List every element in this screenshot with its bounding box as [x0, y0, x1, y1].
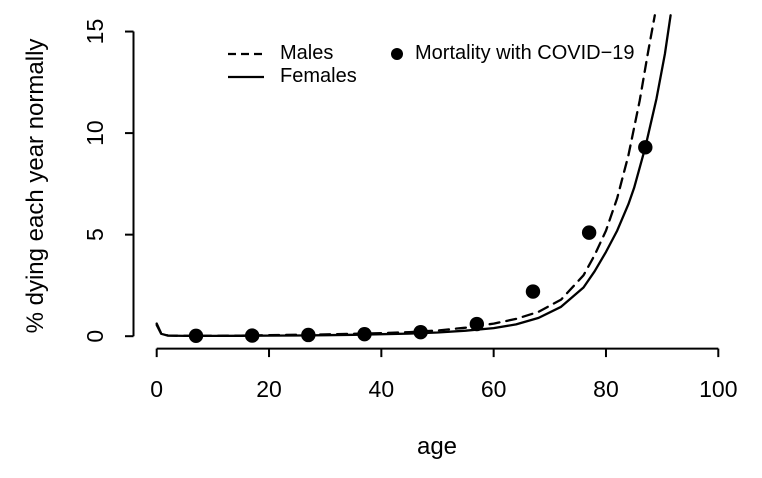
females-solid-line-sample — [228, 75, 264, 78]
males-dashed-line-sample — [228, 52, 264, 55]
covid-mortality-point — [581, 225, 597, 240]
covid-mortality-point — [638, 140, 653, 155]
legend-label-covid: Mortality with COVID−19 — [415, 42, 635, 64]
x-tick-label: 40 — [369, 376, 395, 402]
y-tick-label: 5 — [82, 228, 108, 241]
x-tick-label: 20 — [256, 376, 282, 402]
x-tick-label: 80 — [593, 376, 619, 402]
covid-mortality-point — [525, 284, 541, 299]
x-tick-label: 100 — [699, 376, 737, 402]
covid-mortality-point — [469, 316, 485, 332]
covid-mortality-point — [357, 326, 372, 342]
covid-mortality-point — [301, 327, 316, 343]
y-tick-label: 0 — [82, 330, 108, 343]
legend-entry-males: Males — [228, 42, 357, 65]
males-curve — [155, 14, 656, 337]
x-axis-title: age — [416, 433, 458, 460]
legend-point-series: Mortality with COVID−19 — [391, 42, 635, 65]
legend-entry-females: Females — [228, 65, 357, 88]
legend-label-females: Females — [280, 65, 357, 87]
legend-label-males: Males — [280, 42, 334, 64]
legend-line-series: Males Females — [228, 42, 357, 88]
covid-mortality-point — [244, 328, 260, 343]
x-tick-label: 60 — [481, 376, 507, 402]
y-tick-label: 10 — [82, 120, 108, 146]
covid-mortality-point — [413, 324, 428, 340]
y-axis-title: % dying each year normally — [22, 38, 49, 334]
covid-mortality-point — [188, 328, 204, 343]
legend-entry-covid: Mortality with COVID−19 — [391, 42, 635, 65]
filled-circle-icon — [391, 47, 403, 60]
y-tick-label: 15 — [82, 19, 108, 45]
x-tick-label: 0 — [150, 376, 163, 402]
